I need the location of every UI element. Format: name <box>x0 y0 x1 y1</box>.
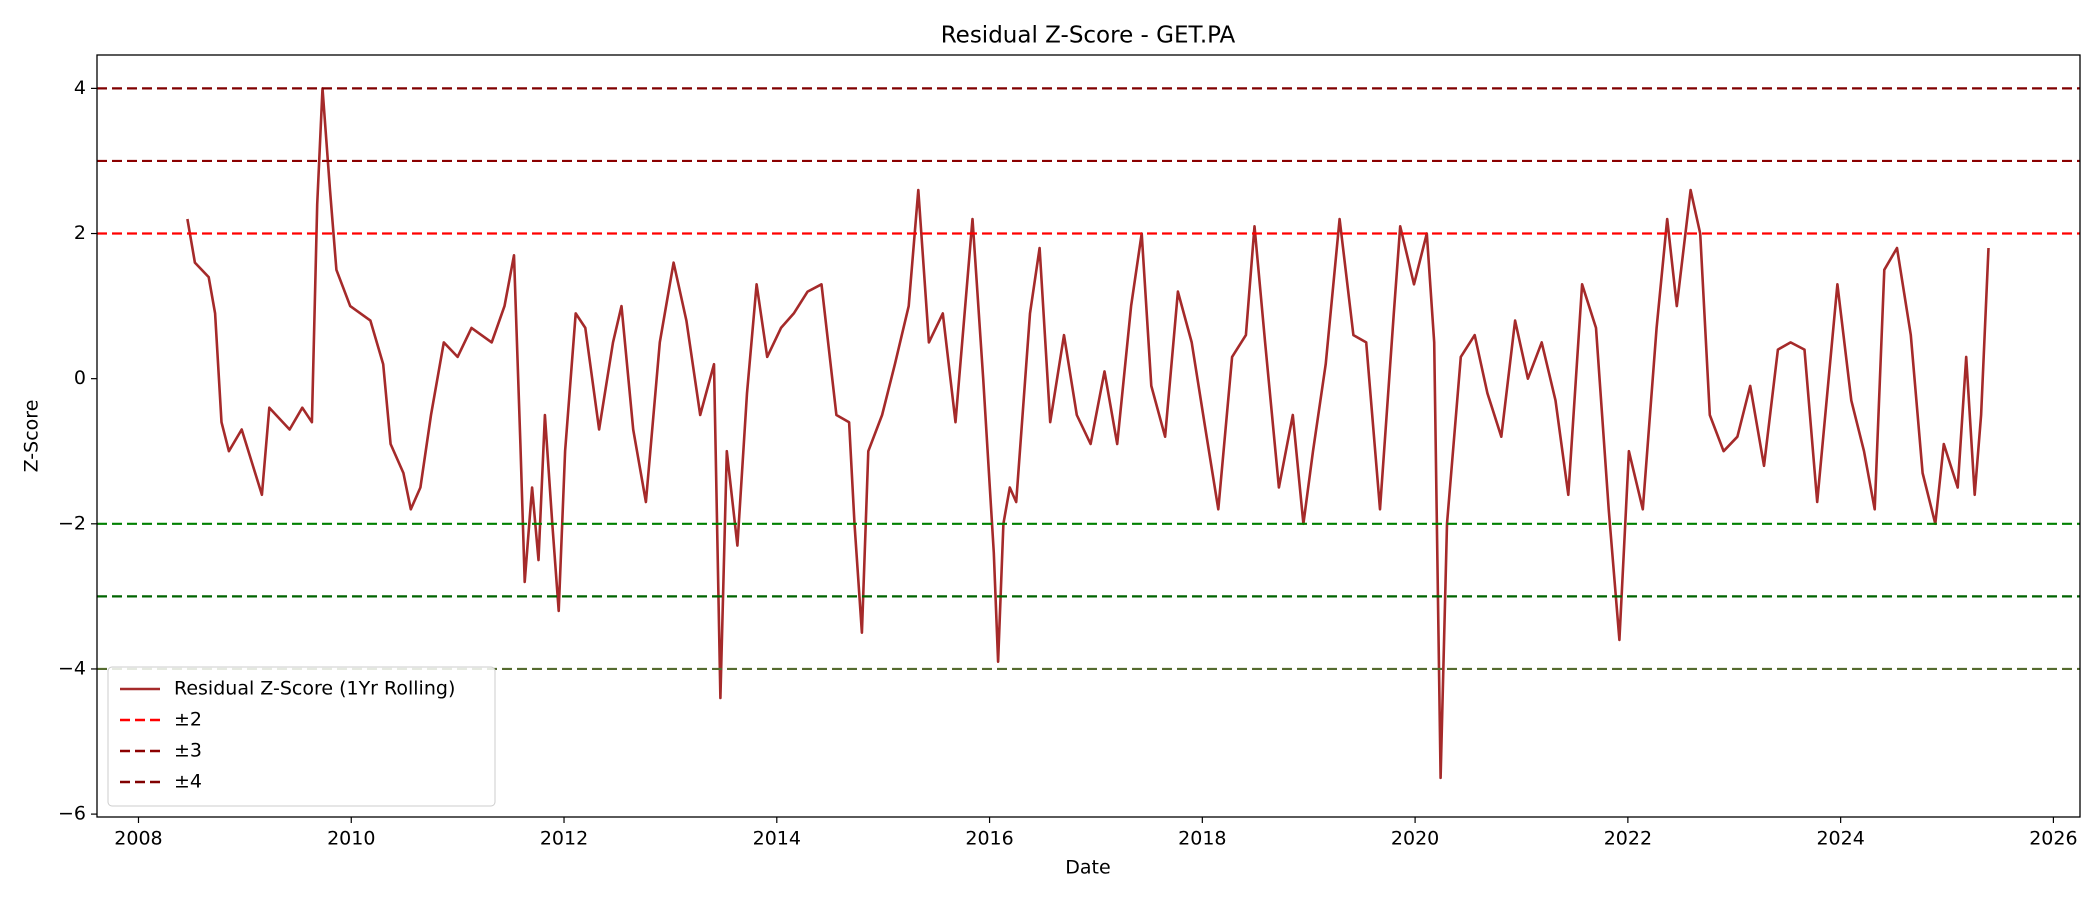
x-tick-label: 2026 <box>2029 828 2077 850</box>
y-tick-label: −4 <box>58 657 86 679</box>
legend: Residual Z-Score (1Yr Rolling) ±2 ±3 ±4 <box>107 666 496 807</box>
y-tick-label: 2 <box>74 222 86 244</box>
data-line <box>186 87 1990 780</box>
y-axis-label: Z-Score <box>21 400 43 473</box>
y-tick-label: −6 <box>58 803 86 825</box>
x-tick-label: 2012 <box>540 828 588 850</box>
legend-label: ±2 <box>174 709 202 731</box>
plot-frame <box>96 54 2081 818</box>
x-tick-label: 2014 <box>753 828 801 850</box>
x-tick-label: 2018 <box>1178 828 1226 850</box>
legend-label: Residual Z-Score (1Yr Rolling) <box>174 678 455 700</box>
x-axis-label: Date <box>1065 857 1110 879</box>
x-tick-label: 2022 <box>1604 828 1652 850</box>
x-tick-label: 2016 <box>965 828 1013 850</box>
x-tick-label: 2008 <box>114 828 162 850</box>
legend-label: ±4 <box>174 771 202 793</box>
x-tick-label: 2024 <box>1816 828 1864 850</box>
legend-box <box>107 666 496 807</box>
y-tick-label: −2 <box>58 512 86 534</box>
x-tick-label: 2020 <box>1391 828 1439 850</box>
x-tick-label: 2010 <box>327 828 375 850</box>
y-tick-label: 4 <box>74 77 86 99</box>
legend-label: ±3 <box>174 740 202 762</box>
chart-title: Residual Z-Score - GET.PA <box>941 23 1236 49</box>
y-tick-label: 0 <box>74 367 86 389</box>
